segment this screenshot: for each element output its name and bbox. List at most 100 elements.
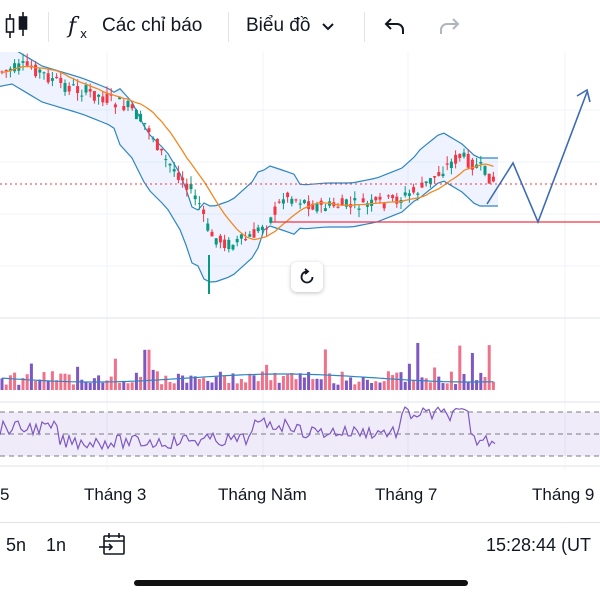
price-chart[interactable] xyxy=(0,52,600,522)
volume-bar xyxy=(189,375,193,390)
candle-body xyxy=(59,77,63,84)
candle-body xyxy=(445,163,449,165)
volume-bar xyxy=(172,383,176,390)
toolbar-divider xyxy=(48,12,49,42)
candle-body xyxy=(164,159,168,161)
volume-bar xyxy=(168,382,172,390)
volume-bar xyxy=(328,373,332,390)
candle-body xyxy=(227,239,231,250)
volume-bar xyxy=(491,381,495,390)
range-1d-button[interactable]: 1n xyxy=(46,534,67,555)
volume-bar xyxy=(378,382,382,390)
volume-bar xyxy=(340,371,344,390)
volume-bar xyxy=(223,375,227,390)
volume-bar xyxy=(302,377,306,390)
candle-body xyxy=(365,203,369,207)
volume-bar xyxy=(160,384,164,390)
candle-body xyxy=(286,192,290,198)
reset-chart-button[interactable] xyxy=(291,262,323,292)
range-5d-button[interactable]: 5n xyxy=(6,534,27,555)
candle-body xyxy=(42,72,46,74)
chart-type-label: Biểu đồ xyxy=(246,15,311,36)
volume-bar xyxy=(92,378,96,390)
volume-bar xyxy=(80,379,84,390)
volume-bar xyxy=(256,381,260,390)
volume-bar xyxy=(449,371,453,390)
volume-ma-line xyxy=(1,373,494,383)
candle-body xyxy=(21,61,25,63)
volume-series xyxy=(0,342,495,390)
candle-body xyxy=(260,226,264,231)
toolbar-divider xyxy=(228,12,229,42)
candle-body xyxy=(403,192,407,196)
volume-bar xyxy=(118,382,122,390)
volume-bar xyxy=(218,371,222,390)
x-axis-tick: 5 xyxy=(0,485,10,504)
volume-bar xyxy=(470,352,474,390)
candle-body xyxy=(479,161,483,164)
volume-bar xyxy=(76,366,80,390)
indicators-label: Các chỉ báo xyxy=(102,15,203,36)
bollinger-lower-line xyxy=(0,83,498,283)
candle-body xyxy=(487,173,491,184)
undo-icon xyxy=(384,18,404,34)
candle-body xyxy=(462,152,466,157)
candle-body xyxy=(113,104,117,108)
indicators-button[interactable]: f x Các chỉ báo xyxy=(66,0,202,52)
candle-body xyxy=(290,198,294,204)
volume-bar xyxy=(344,380,348,390)
volume-bar xyxy=(336,384,340,390)
candle-body xyxy=(67,85,71,92)
volume-bar xyxy=(244,382,248,390)
volume-bar xyxy=(332,383,336,390)
candle-body xyxy=(311,203,315,210)
bollinger-upper-line xyxy=(17,52,498,211)
undo-button[interactable] xyxy=(382,0,408,52)
candle-body xyxy=(122,106,126,111)
toolbar-divider xyxy=(364,12,365,42)
forecast-path-drawing[interactable] xyxy=(486,91,588,225)
volume-bar xyxy=(46,380,50,390)
volume-bar xyxy=(353,384,357,390)
volume-bar xyxy=(105,380,109,390)
volume-bar xyxy=(374,381,378,390)
candle-body xyxy=(155,138,159,151)
candle-body xyxy=(130,104,134,109)
volume-bar xyxy=(260,371,264,390)
candle-body xyxy=(55,76,59,79)
candle-body xyxy=(344,199,348,207)
volume-bar xyxy=(294,379,298,390)
date-range-button[interactable] xyxy=(98,523,128,567)
redo-button[interactable] xyxy=(436,0,462,52)
volume-bar xyxy=(416,342,420,390)
candle-body xyxy=(273,206,277,215)
volume-bar xyxy=(483,376,487,390)
volume-bar xyxy=(475,380,479,390)
candle-body xyxy=(470,159,474,170)
candle-body xyxy=(374,197,378,201)
volume-bar xyxy=(25,374,29,390)
top-toolbar: f x Các chỉ báo Biểu đồ xyxy=(0,0,600,52)
volume-bar xyxy=(8,375,12,390)
volume-bar xyxy=(357,381,361,390)
candle-body xyxy=(491,176,495,182)
volume-bar xyxy=(454,384,458,390)
candle-body xyxy=(428,178,432,184)
fx-icon: f x xyxy=(66,14,87,41)
candle-body xyxy=(101,96,105,103)
candle-body xyxy=(105,93,109,103)
candle-body xyxy=(25,61,29,66)
candle-body xyxy=(210,231,214,237)
clock-timezone[interactable]: 15:28:44 (UT xyxy=(486,534,592,555)
candle-body xyxy=(378,196,382,200)
candlestick-button[interactable] xyxy=(4,0,30,52)
x-axis-tick: Tháng 3 xyxy=(84,485,147,504)
candle-body xyxy=(407,193,411,196)
candle-body xyxy=(302,199,306,204)
chart-type-dropdown[interactable]: Biểu đồ xyxy=(246,0,338,52)
volume-bar xyxy=(113,358,117,390)
volume-bar xyxy=(84,381,88,390)
volume-bar xyxy=(97,375,101,390)
volume-bar xyxy=(269,380,273,390)
candle-body xyxy=(454,154,458,164)
